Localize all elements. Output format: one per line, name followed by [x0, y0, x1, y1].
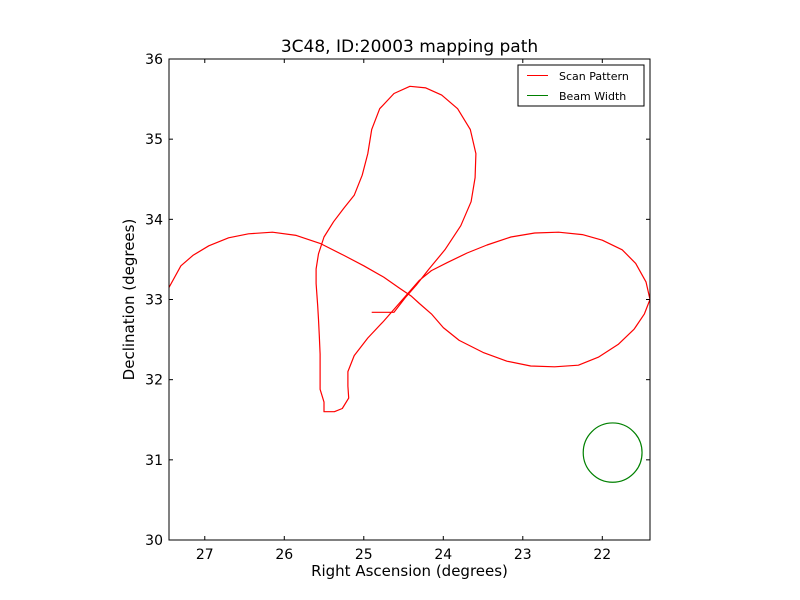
plot-area	[169, 59, 650, 540]
legend: Scan Pattern Beam Width	[517, 64, 645, 107]
ticks-layer: 27 26 25 24 23 22 30 31 32 33 34 35 36	[145, 52, 650, 563]
y-tick-label: 30	[145, 533, 163, 549]
series-line-scan-pattern	[169, 85, 650, 413]
series-layer	[169, 85, 650, 483]
legend-beam-width-label: Beam Width	[559, 90, 626, 103]
y-axis-label: Declination (degrees)	[120, 219, 138, 381]
y-tick-label: 32	[145, 373, 163, 389]
x-axis-label: Right Ascension (degrees)	[311, 562, 508, 580]
y-tick-label: 34	[145, 212, 163, 228]
x-tick-label: 22	[593, 547, 611, 563]
y-tick-label: 33	[145, 293, 163, 309]
y-tick-label: 35	[145, 132, 163, 148]
x-tick-label: 23	[514, 547, 532, 563]
x-tick-label: 24	[434, 547, 452, 563]
legend-box	[517, 64, 645, 107]
legend-scan-pattern-label: Scan Pattern	[559, 70, 629, 83]
chart-title: 3C48, ID:20003 mapping path	[281, 37, 538, 57]
x-tick-label: 25	[355, 547, 373, 563]
x-tick-label: 27	[196, 547, 214, 563]
y-tick-label: 36	[145, 52, 163, 68]
x-tick-label: 26	[275, 547, 293, 563]
y-tick-label: 31	[145, 453, 163, 469]
plot-frame	[168, 58, 651, 541]
series-circle-beam-width	[582, 422, 643, 483]
